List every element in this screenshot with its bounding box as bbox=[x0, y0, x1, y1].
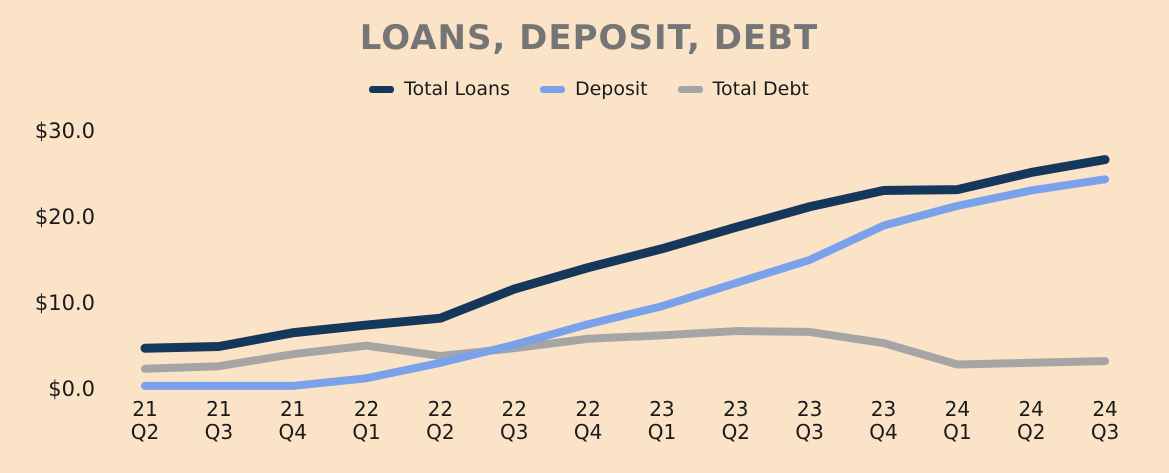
x-tick-label: 21 Q4 bbox=[278, 397, 307, 444]
x-tick-label: 22 Q3 bbox=[500, 397, 529, 444]
x-tick-label: 24 Q2 bbox=[1016, 397, 1046, 444]
legend-label-total-debt: Total Debt bbox=[712, 78, 809, 100]
x-tick-label: 24 Q1 bbox=[943, 397, 972, 444]
chart-title: LOANS, DEPOSIT, DEBT bbox=[359, 18, 819, 58]
x-tick-label: 22 Q1 bbox=[352, 397, 381, 444]
y-tick-label: $20.0 bbox=[34, 205, 95, 230]
series-line-deposit bbox=[141, 175, 1110, 390]
legend-item-deposit[interactable]: Deposit bbox=[539, 78, 648, 100]
x-tick-label: 23 Q1 bbox=[647, 397, 677, 444]
legend: Total Loans Deposit Total Debt bbox=[0, 78, 1169, 100]
y-tick-label: $10.0 bbox=[34, 290, 95, 315]
legend-item-total-loans[interactable]: Total Loans bbox=[369, 78, 510, 100]
series-line-total-loans bbox=[140, 155, 1110, 353]
x-tick-label: 24 Q3 bbox=[1090, 397, 1120, 444]
total-loans-swatch-icon bbox=[369, 85, 395, 93]
legend-label-deposit: Deposit bbox=[574, 78, 648, 100]
y-tick-label: $30.0 bbox=[34, 119, 95, 144]
legend-label-total-loans: Total Loans bbox=[404, 78, 510, 100]
x-tick-label: 22 Q4 bbox=[573, 397, 603, 444]
total-debt-swatch-icon bbox=[677, 85, 703, 93]
x-tick-label: 23 Q3 bbox=[795, 397, 824, 444]
x-tick-label: 23 Q4 bbox=[869, 397, 898, 444]
legend-item-total-debt[interactable]: Total Debt bbox=[677, 78, 809, 100]
series-line-total-debt bbox=[141, 327, 1110, 373]
x-tick-label: 22 Q2 bbox=[426, 397, 455, 444]
deposit-swatch-icon bbox=[539, 85, 565, 93]
x-tick-label: 21 Q2 bbox=[130, 397, 160, 444]
x-tick-label: 21 Q3 bbox=[204, 397, 234, 444]
y-tick-label: $0.0 bbox=[48, 376, 95, 401]
x-tick-label: 23 Q2 bbox=[721, 397, 751, 444]
